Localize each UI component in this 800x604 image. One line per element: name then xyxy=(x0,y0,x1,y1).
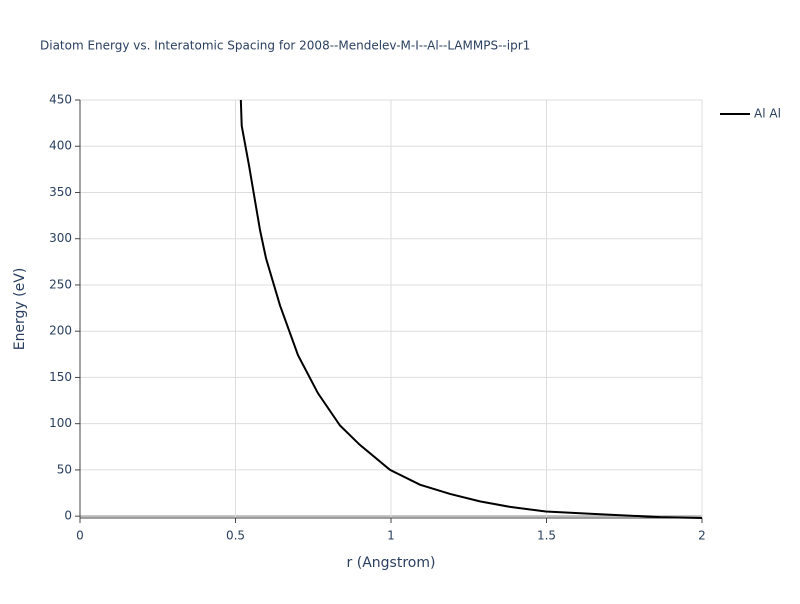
chart-title: Diatom Energy vs. Interatomic Spacing fo… xyxy=(40,39,530,53)
legend-label: Al Al xyxy=(754,107,781,121)
y-tick-label: 200 xyxy=(49,324,72,338)
y-tick-label: 400 xyxy=(49,139,72,153)
y-tick-label: 100 xyxy=(49,416,72,430)
y-tick-label: 150 xyxy=(49,370,72,384)
x-tick-label: 1.5 xyxy=(537,529,556,543)
y-tick-label: 350 xyxy=(49,185,72,199)
y-tick-label: 450 xyxy=(49,93,72,107)
plot-area xyxy=(239,100,702,519)
y-tick-label: 50 xyxy=(57,462,72,476)
x-tick-label: 0.5 xyxy=(226,529,245,543)
y-tick-label: 0 xyxy=(64,509,72,523)
x-tick-label: 0 xyxy=(76,529,84,543)
y-tick-label: 300 xyxy=(49,231,72,245)
x-axis-label: r (Angstrom) xyxy=(347,555,436,571)
line-series xyxy=(239,100,702,519)
x-tick-label: 1 xyxy=(387,529,395,543)
x-tick-label: 2 xyxy=(698,529,706,543)
y-axis-label: Energy (eV) xyxy=(12,268,28,351)
y-tick-label: 250 xyxy=(49,277,72,291)
